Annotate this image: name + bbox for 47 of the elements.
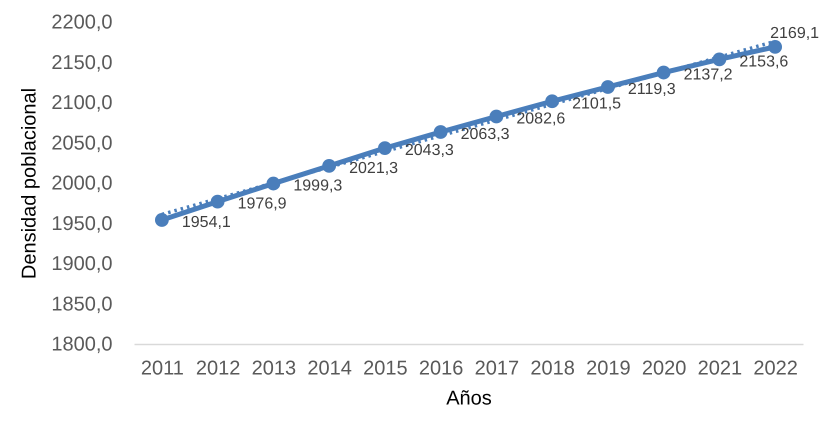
x-tick-label: 2021 <box>698 358 742 380</box>
x-tick-label: 2017 <box>474 358 520 380</box>
x-tick-label: 2019 <box>586 358 631 380</box>
x-axis-title: Años <box>446 388 492 410</box>
data-label: 2063,3 <box>460 126 510 144</box>
point <box>656 66 671 80</box>
x-tick-label: 2016 <box>418 358 464 380</box>
y-axis-title: Densidad poblacional <box>18 88 40 280</box>
point <box>210 194 225 208</box>
data-label: 2153,6 <box>739 53 788 70</box>
x-tick-label: 2013 <box>252 358 296 380</box>
y-tick-label: 2000,0 <box>51 172 112 194</box>
y-tick-label: 1800,0 <box>51 334 112 356</box>
data-label: 2137,2 <box>684 66 733 84</box>
x-tick-label: 2022 <box>753 358 798 380</box>
point <box>266 176 280 190</box>
point <box>600 80 615 94</box>
point <box>489 110 504 124</box>
y-tick-label: 2200,0 <box>51 12 112 34</box>
x-tick-label: 2014 <box>307 358 352 380</box>
point <box>768 40 782 54</box>
y-tick-label: 2150,0 <box>51 52 112 74</box>
x-tick-label: 2020 <box>642 358 686 380</box>
data-label: 2082,6 <box>516 110 566 128</box>
x-tick-label: 2015 <box>363 358 408 380</box>
x-tick-label: 2018 <box>530 358 575 380</box>
x-tick-label: 2011 <box>140 358 184 380</box>
data-label: 1976,9 <box>238 196 287 213</box>
data-label: 1999,3 <box>293 178 342 195</box>
y-tick-label: 2100,0 <box>51 92 112 114</box>
data-label: 2169,1 <box>770 24 819 42</box>
y-tick-label: 1900,0 <box>51 253 112 275</box>
x-tick-label: 2012 <box>196 358 240 380</box>
data-label: 2021,3 <box>349 160 398 177</box>
data-label: 2101,5 <box>572 95 622 112</box>
data-label: 2119,3 <box>628 80 676 98</box>
y-tick-label: 2050,0 <box>51 132 112 154</box>
point <box>434 125 448 139</box>
point <box>545 94 560 108</box>
data-label: 1954,1 <box>182 214 231 231</box>
data-label: 2043,3 <box>404 142 454 160</box>
point <box>378 141 392 156</box>
point <box>712 52 726 66</box>
point <box>154 213 169 227</box>
point <box>322 158 336 173</box>
y-tick-label: 1950,0 <box>51 212 112 235</box>
y-tick-label: 1850,0 <box>51 293 112 316</box>
